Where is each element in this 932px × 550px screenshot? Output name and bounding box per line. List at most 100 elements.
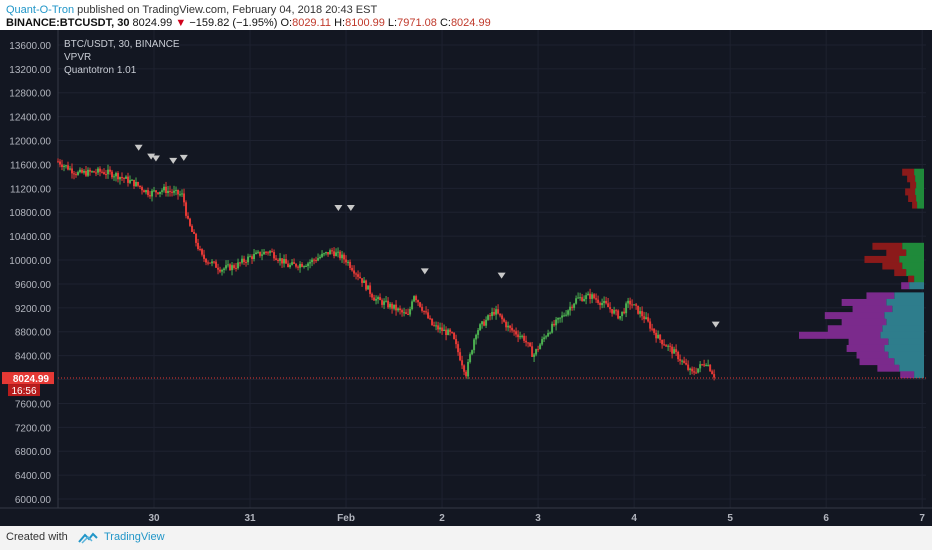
candle-body bbox=[499, 313, 502, 316]
close-label: C: bbox=[439, 17, 451, 29]
volume-profile-up-bar bbox=[899, 255, 924, 263]
candle-body bbox=[289, 264, 292, 268]
candle-body bbox=[279, 258, 282, 261]
candle-body bbox=[525, 340, 528, 343]
candle-body bbox=[233, 265, 236, 268]
candle-body bbox=[301, 263, 304, 267]
candle-body bbox=[675, 349, 678, 352]
candle-body bbox=[635, 304, 638, 306]
y-tick-label: 6400.00 bbox=[15, 471, 52, 482]
candle-body bbox=[305, 266, 308, 268]
candle-body bbox=[223, 268, 226, 270]
candle-body bbox=[169, 190, 172, 192]
candle-body bbox=[357, 274, 360, 277]
candle-body bbox=[333, 251, 336, 257]
candle-body bbox=[605, 300, 608, 304]
candle-body bbox=[273, 252, 276, 259]
candle-body bbox=[307, 263, 310, 267]
candle-body bbox=[681, 360, 684, 362]
candle-body bbox=[573, 303, 576, 308]
candle-body bbox=[145, 190, 148, 193]
candle-body bbox=[457, 344, 460, 353]
candle-body bbox=[567, 310, 570, 315]
candle-body bbox=[673, 349, 676, 354]
candle-body bbox=[667, 345, 670, 347]
candle-body bbox=[261, 254, 264, 256]
candle-body bbox=[255, 252, 258, 254]
volume-profile-up-bar bbox=[906, 249, 924, 257]
candle-body bbox=[533, 354, 536, 357]
candle-body bbox=[669, 345, 672, 347]
x-tick-label: 31 bbox=[244, 513, 256, 524]
candle-body bbox=[127, 176, 130, 183]
candle-body bbox=[433, 325, 436, 327]
candle-body bbox=[153, 190, 156, 192]
candle-body bbox=[335, 252, 338, 257]
candle-body bbox=[201, 249, 204, 255]
open-value: 8029.11 bbox=[292, 17, 332, 29]
candle-body bbox=[253, 253, 256, 259]
candle-body bbox=[527, 342, 530, 344]
candle-body bbox=[511, 327, 514, 331]
candle-body bbox=[407, 313, 410, 315]
candle-body bbox=[355, 273, 358, 275]
candle-body bbox=[603, 300, 606, 304]
candle-body bbox=[309, 262, 312, 264]
candle-body bbox=[213, 261, 216, 263]
candle-body bbox=[209, 262, 212, 264]
author-link[interactable]: Quant-O-Tron bbox=[6, 4, 75, 16]
candle-body bbox=[541, 339, 544, 345]
candle-body bbox=[197, 242, 200, 250]
tradingview-link[interactable]: TradingView bbox=[104, 531, 165, 543]
candle-body bbox=[231, 265, 234, 271]
candle-body bbox=[583, 299, 586, 302]
candle-body bbox=[379, 297, 382, 301]
price-chart[interactable]: 13600.00 13200.00 12800.00 12400.00 12000.00… bbox=[0, 30, 932, 526]
candle-body bbox=[73, 173, 76, 175]
volume-profile-down-bar bbox=[859, 358, 895, 366]
candle-body bbox=[387, 300, 390, 308]
candle-body bbox=[441, 327, 444, 331]
candle-body bbox=[161, 190, 164, 192]
candle-body bbox=[473, 339, 476, 351]
y-tick-label: 6000.00 bbox=[15, 495, 52, 506]
candle-body bbox=[447, 329, 450, 336]
chart-legend: BTC/USDT, 30, BINANCE VPVR Quantotron 1.… bbox=[64, 38, 180, 77]
candle-body bbox=[299, 263, 302, 268]
candle-body bbox=[327, 252, 330, 255]
candle-body bbox=[663, 344, 666, 346]
candle-body bbox=[597, 299, 600, 303]
candle-body bbox=[579, 297, 582, 299]
candle-body bbox=[381, 300, 384, 305]
candle-body bbox=[367, 285, 370, 290]
sell-signal-marker bbox=[169, 157, 178, 164]
last-price-tag-text: 8024.99 bbox=[13, 374, 50, 385]
volume-profile-down-bar bbox=[902, 168, 915, 176]
candle-body bbox=[575, 298, 578, 304]
candle-body bbox=[257, 251, 260, 253]
candle-body bbox=[323, 253, 326, 255]
candle-body bbox=[151, 190, 154, 197]
candle-body bbox=[543, 337, 546, 340]
candle-body bbox=[125, 176, 128, 179]
candle-body bbox=[159, 191, 162, 194]
candle-body bbox=[103, 172, 106, 175]
candle-body bbox=[81, 169, 84, 173]
candle-body bbox=[219, 269, 222, 272]
candle-body bbox=[565, 314, 568, 316]
candle-body bbox=[377, 297, 380, 299]
candle-body bbox=[107, 169, 110, 175]
candle-body bbox=[705, 365, 708, 367]
candle-body bbox=[531, 346, 534, 357]
candle-body bbox=[297, 266, 300, 268]
candle-body bbox=[651, 328, 654, 330]
volume-profile-up-bar bbox=[894, 358, 924, 366]
candle-body bbox=[391, 303, 394, 309]
candle-body bbox=[101, 171, 104, 173]
candle-body bbox=[141, 187, 144, 191]
y-tick-label: 10000.00 bbox=[9, 256, 51, 267]
chart-area[interactable]: 13600.00 13200.00 12800.00 12400.00 12000.00… bbox=[0, 30, 932, 526]
candle-body bbox=[195, 233, 198, 243]
candle-body bbox=[349, 261, 352, 268]
candle-body bbox=[553, 323, 556, 326]
